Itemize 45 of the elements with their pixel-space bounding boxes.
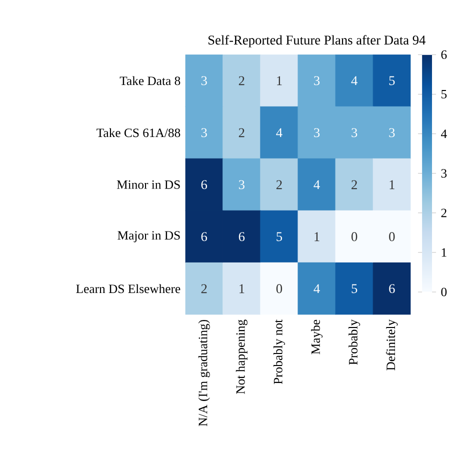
- y-tick-label: Learn DS Elsewhere: [76, 284, 180, 294]
- data-label: 3: [314, 128, 320, 138]
- data-label: 4: [276, 128, 283, 138]
- data-label: 0: [389, 232, 395, 242]
- x-tick-label: Maybe: [311, 320, 323, 354]
- color-bar-label: 1: [442, 248, 447, 257]
- x-tick-label: Definitely: [386, 319, 398, 370]
- color-bar-label: 6: [441, 50, 447, 59]
- x-tick-label: Not happening: [236, 320, 248, 394]
- y-tick-label: Take CS 61A/88: [96, 128, 180, 138]
- data-label: 1: [240, 284, 244, 294]
- color-bar-label: 4: [441, 130, 448, 138]
- color-bar-label: 3: [442, 169, 447, 178]
- x-tick-label: Probably not: [274, 319, 286, 384]
- data-label: 1: [390, 180, 395, 190]
- data-label: 3: [239, 180, 245, 190]
- data-label: 3: [352, 128, 358, 138]
- data-label: 6: [389, 284, 395, 294]
- data-label: 2: [276, 180, 282, 190]
- chart-title: Self-Reported Future Plans after Data 94: [208, 35, 426, 48]
- color-bar-label: 2: [441, 208, 447, 218]
- data-label: 6: [202, 232, 208, 242]
- data-label: 2: [239, 76, 244, 86]
- data-label: 6: [202, 180, 208, 190]
- data-label: 0: [352, 232, 358, 242]
- data-label: 5: [276, 232, 282, 242]
- data-label: 3: [202, 128, 208, 138]
- y-tick-label: Minor in DS: [117, 180, 180, 189]
- data-label: 3: [389, 128, 395, 138]
- data-label: 4: [314, 180, 320, 190]
- y-tick-label: Major in DS: [118, 231, 180, 242]
- data-label: 1: [314, 232, 320, 242]
- x-tick-label: Probably: [348, 319, 360, 365]
- x-tick-label: N/A (I'm graduating): [198, 320, 210, 426]
- data-label: 5: [390, 76, 395, 86]
- data-label: 4: [351, 76, 358, 86]
- data-label: 2: [202, 284, 207, 294]
- data-label: 2: [239, 128, 244, 138]
- data-label: 6: [239, 232, 245, 242]
- color-bar-label: 5: [442, 90, 447, 98]
- data-label: 2: [352, 180, 358, 190]
- data-label: 5: [352, 284, 358, 294]
- y-tick-label: Take Data 8: [120, 76, 180, 86]
- color-bar-label: 0: [441, 288, 447, 296]
- data-label: 3: [202, 76, 208, 86]
